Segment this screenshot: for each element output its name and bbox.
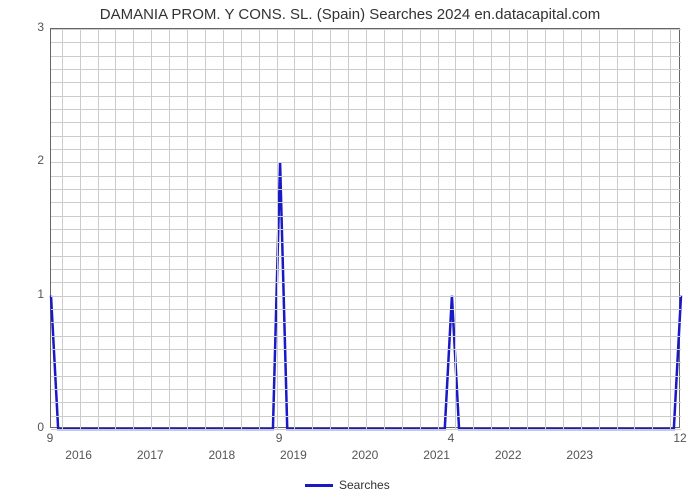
grid-line-v-major bbox=[223, 29, 224, 429]
grid-line-v-major bbox=[438, 29, 439, 429]
grid-line-v-minor bbox=[599, 29, 600, 429]
x-tick-label: 2018 bbox=[208, 448, 235, 462]
grid-line-v-major bbox=[294, 29, 295, 429]
grid-line-v-minor bbox=[205, 29, 206, 429]
grid-line-v-minor bbox=[455, 29, 456, 429]
grid-line-v-major bbox=[80, 29, 81, 429]
grid-line-h-major bbox=[51, 429, 681, 430]
grid-line-v-minor bbox=[384, 29, 385, 429]
grid-line-v-minor bbox=[527, 29, 528, 429]
chart-container: DAMANIA PROM. Y CONS. SL. (Spain) Search… bbox=[0, 0, 700, 500]
grid-line-v-minor bbox=[402, 29, 403, 429]
y-tick-label: 1 bbox=[14, 287, 44, 301]
legend-label: Searches bbox=[339, 478, 390, 492]
x-tick-label: 2016 bbox=[65, 448, 92, 462]
grid-line-v-minor bbox=[545, 29, 546, 429]
point-annotation: 4 bbox=[448, 431, 455, 445]
grid-line-v-minor bbox=[187, 29, 188, 429]
grid-line-v-minor bbox=[115, 29, 116, 429]
grid-line-v-minor bbox=[563, 29, 564, 429]
x-tick-label: 2021 bbox=[423, 448, 450, 462]
grid-line-v-minor bbox=[241, 29, 242, 429]
legend-swatch bbox=[305, 484, 333, 487]
point-annotation: 9 bbox=[276, 431, 283, 445]
grid-line-v-major bbox=[366, 29, 367, 429]
grid-line-v-minor bbox=[312, 29, 313, 429]
grid-line-v-minor bbox=[652, 29, 653, 429]
grid-line-v-major bbox=[509, 29, 510, 429]
legend: Searches bbox=[305, 478, 390, 492]
grid-line-v-minor bbox=[491, 29, 492, 429]
x-tick-label: 2020 bbox=[352, 448, 379, 462]
grid-line-v-minor bbox=[617, 29, 618, 429]
grid-line-v-minor bbox=[670, 29, 671, 429]
grid-line-v-minor bbox=[348, 29, 349, 429]
grid-line-v-minor bbox=[420, 29, 421, 429]
chart-title: DAMANIA PROM. Y CONS. SL. (Spain) Search… bbox=[0, 6, 700, 23]
grid-line-v-minor bbox=[277, 29, 278, 429]
x-tick-label: 2023 bbox=[566, 448, 593, 462]
grid-line-v-minor bbox=[259, 29, 260, 429]
grid-line-v-minor bbox=[330, 29, 331, 429]
grid-line-v-minor bbox=[473, 29, 474, 429]
y-tick-label: 0 bbox=[14, 420, 44, 434]
y-tick-label: 3 bbox=[14, 20, 44, 34]
x-tick-label: 2022 bbox=[495, 448, 522, 462]
grid-line-v-minor bbox=[62, 29, 63, 429]
grid-line-v-major bbox=[581, 29, 582, 429]
grid-line-v-minor bbox=[634, 29, 635, 429]
point-annotation: 12 bbox=[673, 431, 686, 445]
grid-line-v-minor bbox=[133, 29, 134, 429]
point-annotation: 9 bbox=[47, 431, 54, 445]
x-tick-label: 2017 bbox=[137, 448, 164, 462]
y-tick-label: 2 bbox=[14, 153, 44, 167]
plot-area bbox=[50, 28, 680, 428]
grid-line-v-major bbox=[151, 29, 152, 429]
x-tick-label: 2019 bbox=[280, 448, 307, 462]
grid-line-v-minor bbox=[98, 29, 99, 429]
grid-line-v-minor bbox=[169, 29, 170, 429]
